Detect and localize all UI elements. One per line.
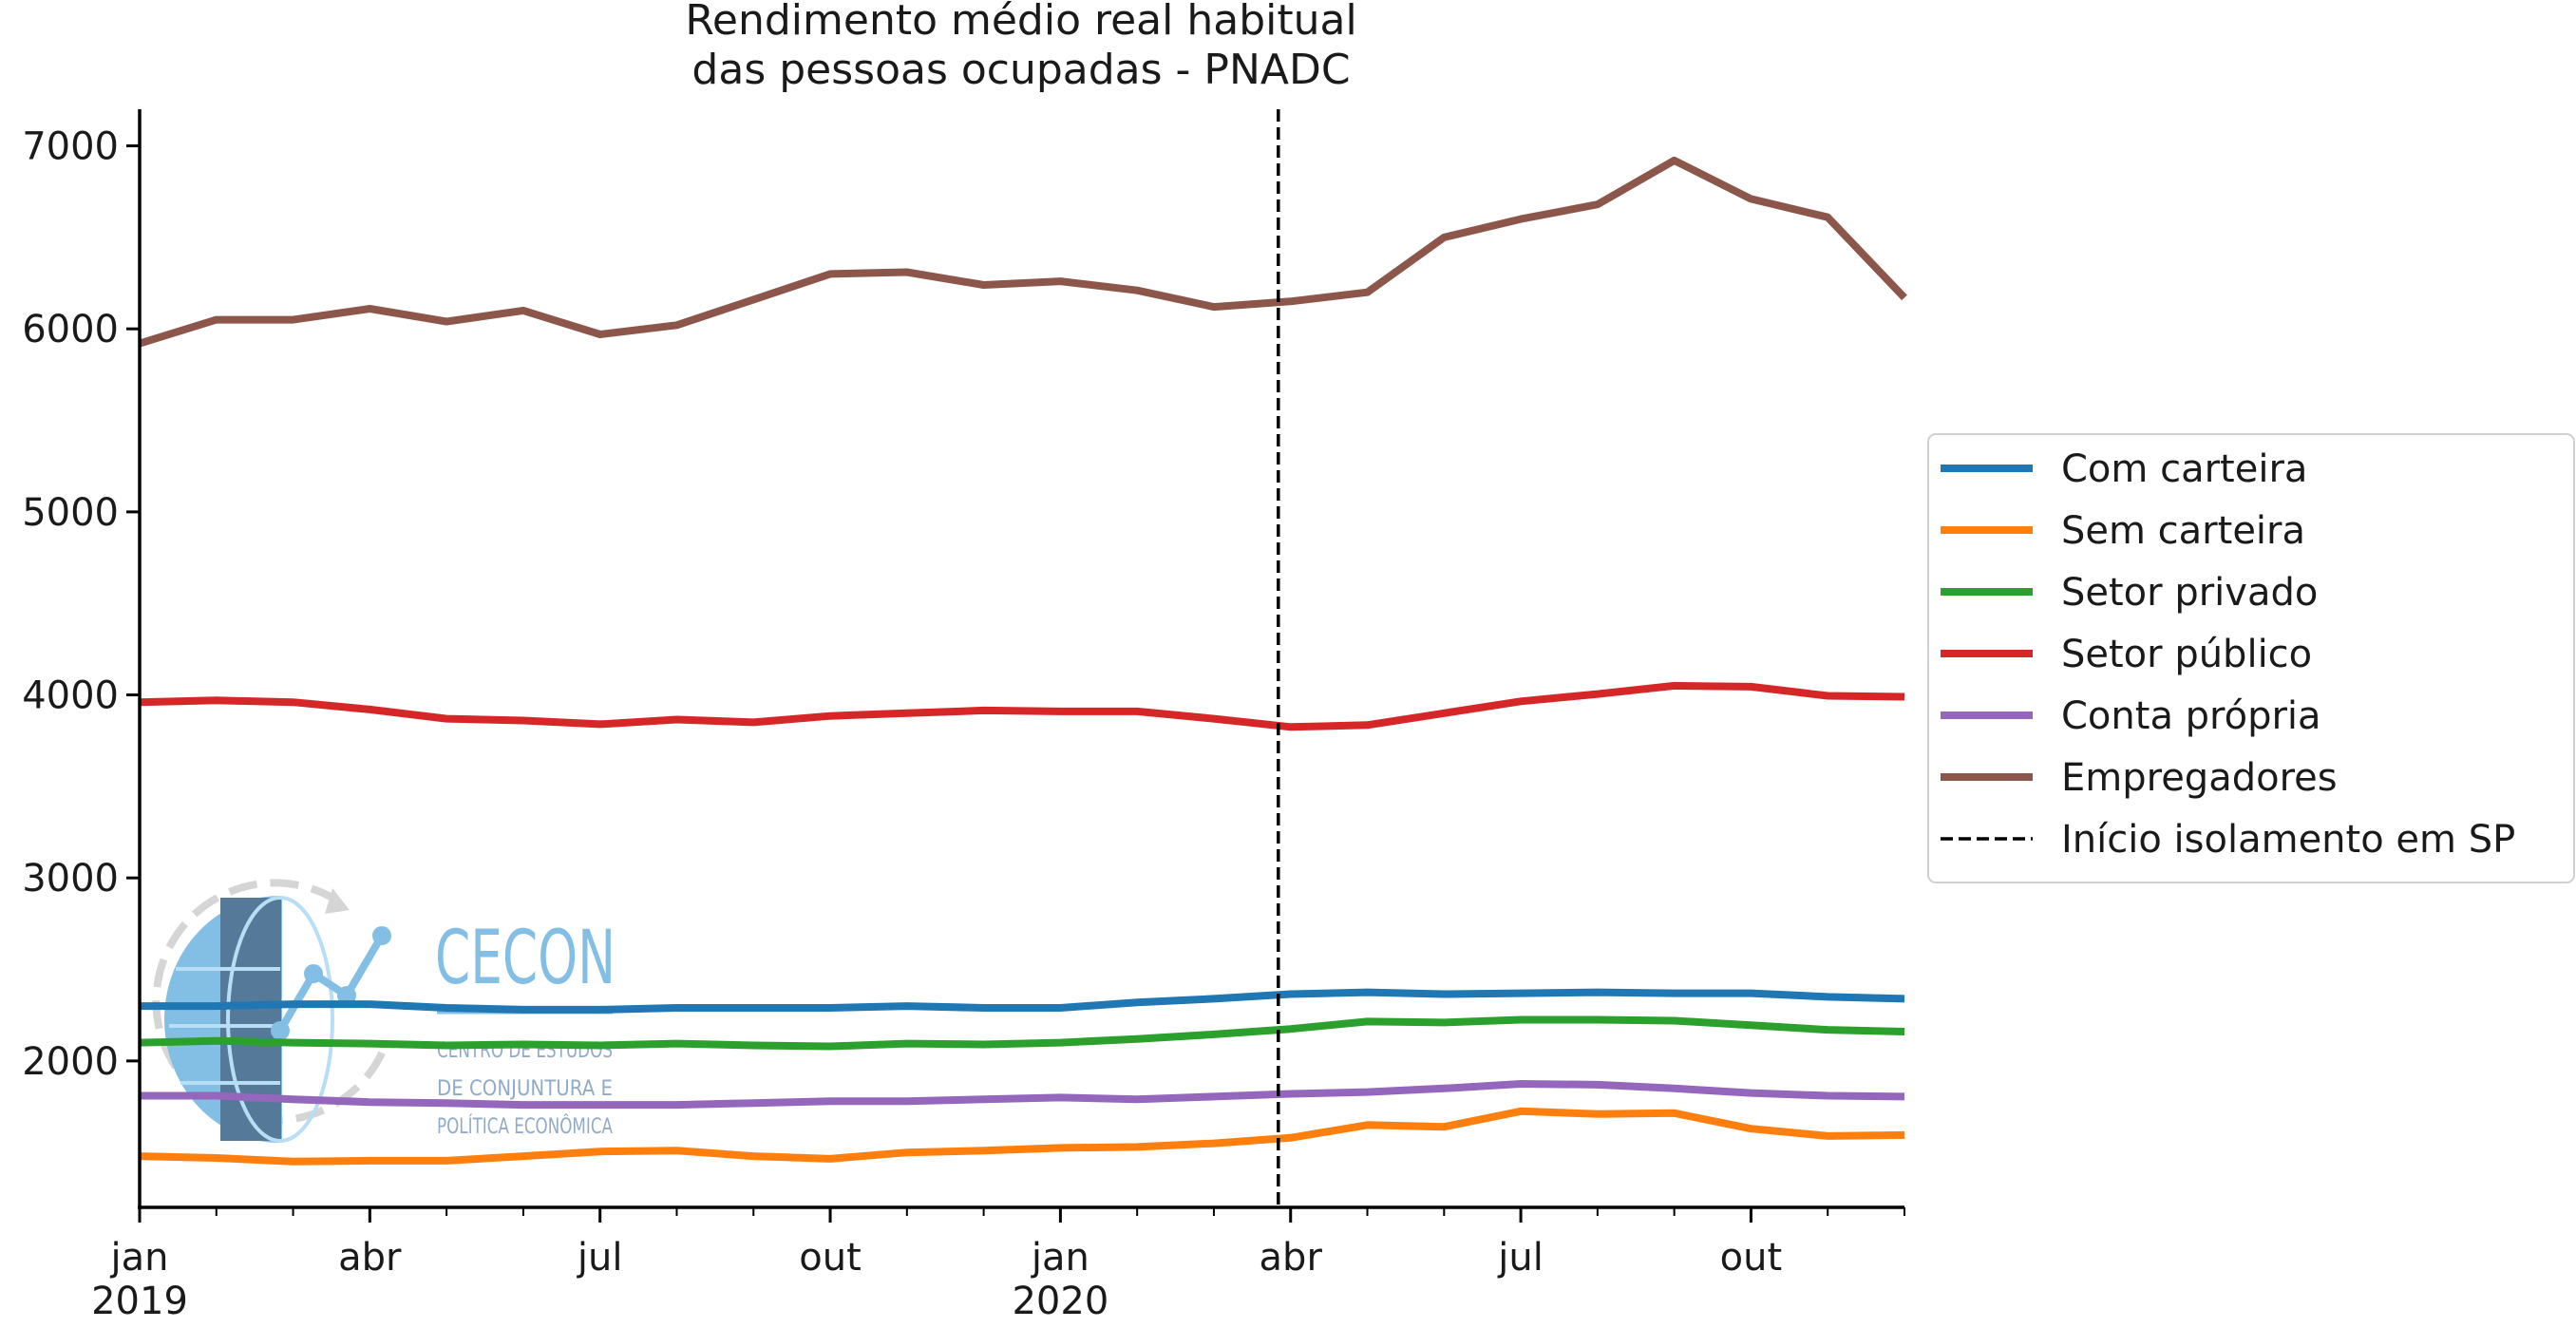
chart-title-line-2: das pessoas ocupadas - PNADC bbox=[691, 46, 1350, 94]
x-tick-label-7: out bbox=[1720, 1236, 1783, 1280]
x-tick-year-4: 2020 bbox=[1012, 1280, 1108, 1323]
series-line-2 bbox=[139, 1107, 1905, 1166]
cecon-logo-point-2 bbox=[304, 964, 323, 983]
y-tick-label-4000: 4000 bbox=[22, 674, 119, 718]
legend-label-2: Sem carteira bbox=[2061, 509, 2305, 553]
cecon-logo-point-3 bbox=[337, 986, 356, 1005]
legend-label-6: Empregadores bbox=[2061, 756, 2338, 800]
cecon-logo-point-4 bbox=[372, 926, 391, 945]
y-tick-label-7000: 7000 bbox=[22, 125, 119, 169]
legend-label-3: Setor privado bbox=[2061, 571, 2318, 615]
cecon-subtitle-line-3: POLÍTICA ECONÔMICA bbox=[437, 1114, 613, 1139]
legend-label-7: Início isolamento em SP bbox=[2061, 818, 2515, 862]
chart-title-line-1: Rendimento médio real habitual bbox=[685, 0, 1356, 45]
cecon-logo-arc bbox=[152, 879, 388, 1125]
cecon-logo-arrowhead bbox=[325, 888, 350, 914]
series-line-5 bbox=[140, 1080, 1905, 1110]
y-tick-label-2000: 2000 bbox=[22, 1040, 119, 1084]
legend-label-1: Com carteira bbox=[2061, 447, 2307, 491]
cecon-logo-point-1 bbox=[271, 1021, 290, 1040]
series-line-6 bbox=[138, 156, 1907, 348]
series-line-4 bbox=[139, 681, 1905, 731]
x-tick-label-5: abr bbox=[1260, 1236, 1323, 1280]
legend-label-5: Conta própria bbox=[2061, 694, 2321, 738]
x-tick-label-1: abr bbox=[338, 1236, 402, 1280]
cecon-watermark-logo: CECON CENTRO DE ESTUDOS DE CONJUNTURA E … bbox=[152, 879, 616, 1144]
cecon-subtitle-line-2: DE CONJUNTURA E bbox=[437, 1077, 613, 1101]
y-tick-label-3000: 3000 bbox=[22, 857, 119, 901]
x-tick-year-0: 2019 bbox=[91, 1280, 188, 1323]
x-tick-label-6: jul bbox=[1497, 1236, 1544, 1280]
x-tick-label-2: jul bbox=[577, 1236, 623, 1280]
x-tick-label-0: jan bbox=[110, 1236, 169, 1280]
y-tick-label-6000: 6000 bbox=[22, 308, 119, 351]
cecon-brand: CECON bbox=[435, 916, 616, 1001]
series-line-3 bbox=[139, 1015, 1905, 1051]
legend-label-4: Setor público bbox=[2061, 633, 2312, 676]
cecon-globe-meridian bbox=[226, 896, 334, 1143]
x-tick-label-4: jan bbox=[1031, 1236, 1089, 1280]
plot-area bbox=[138, 109, 1907, 1207]
legend-frame bbox=[1927, 433, 2575, 883]
y-tick-label-5000: 5000 bbox=[22, 491, 119, 535]
x-tick-label-3: out bbox=[799, 1236, 862, 1280]
legend: Com carteira Sem carteira Setor privado Set… bbox=[1927, 433, 2575, 883]
series-line-1 bbox=[140, 988, 1905, 1014]
